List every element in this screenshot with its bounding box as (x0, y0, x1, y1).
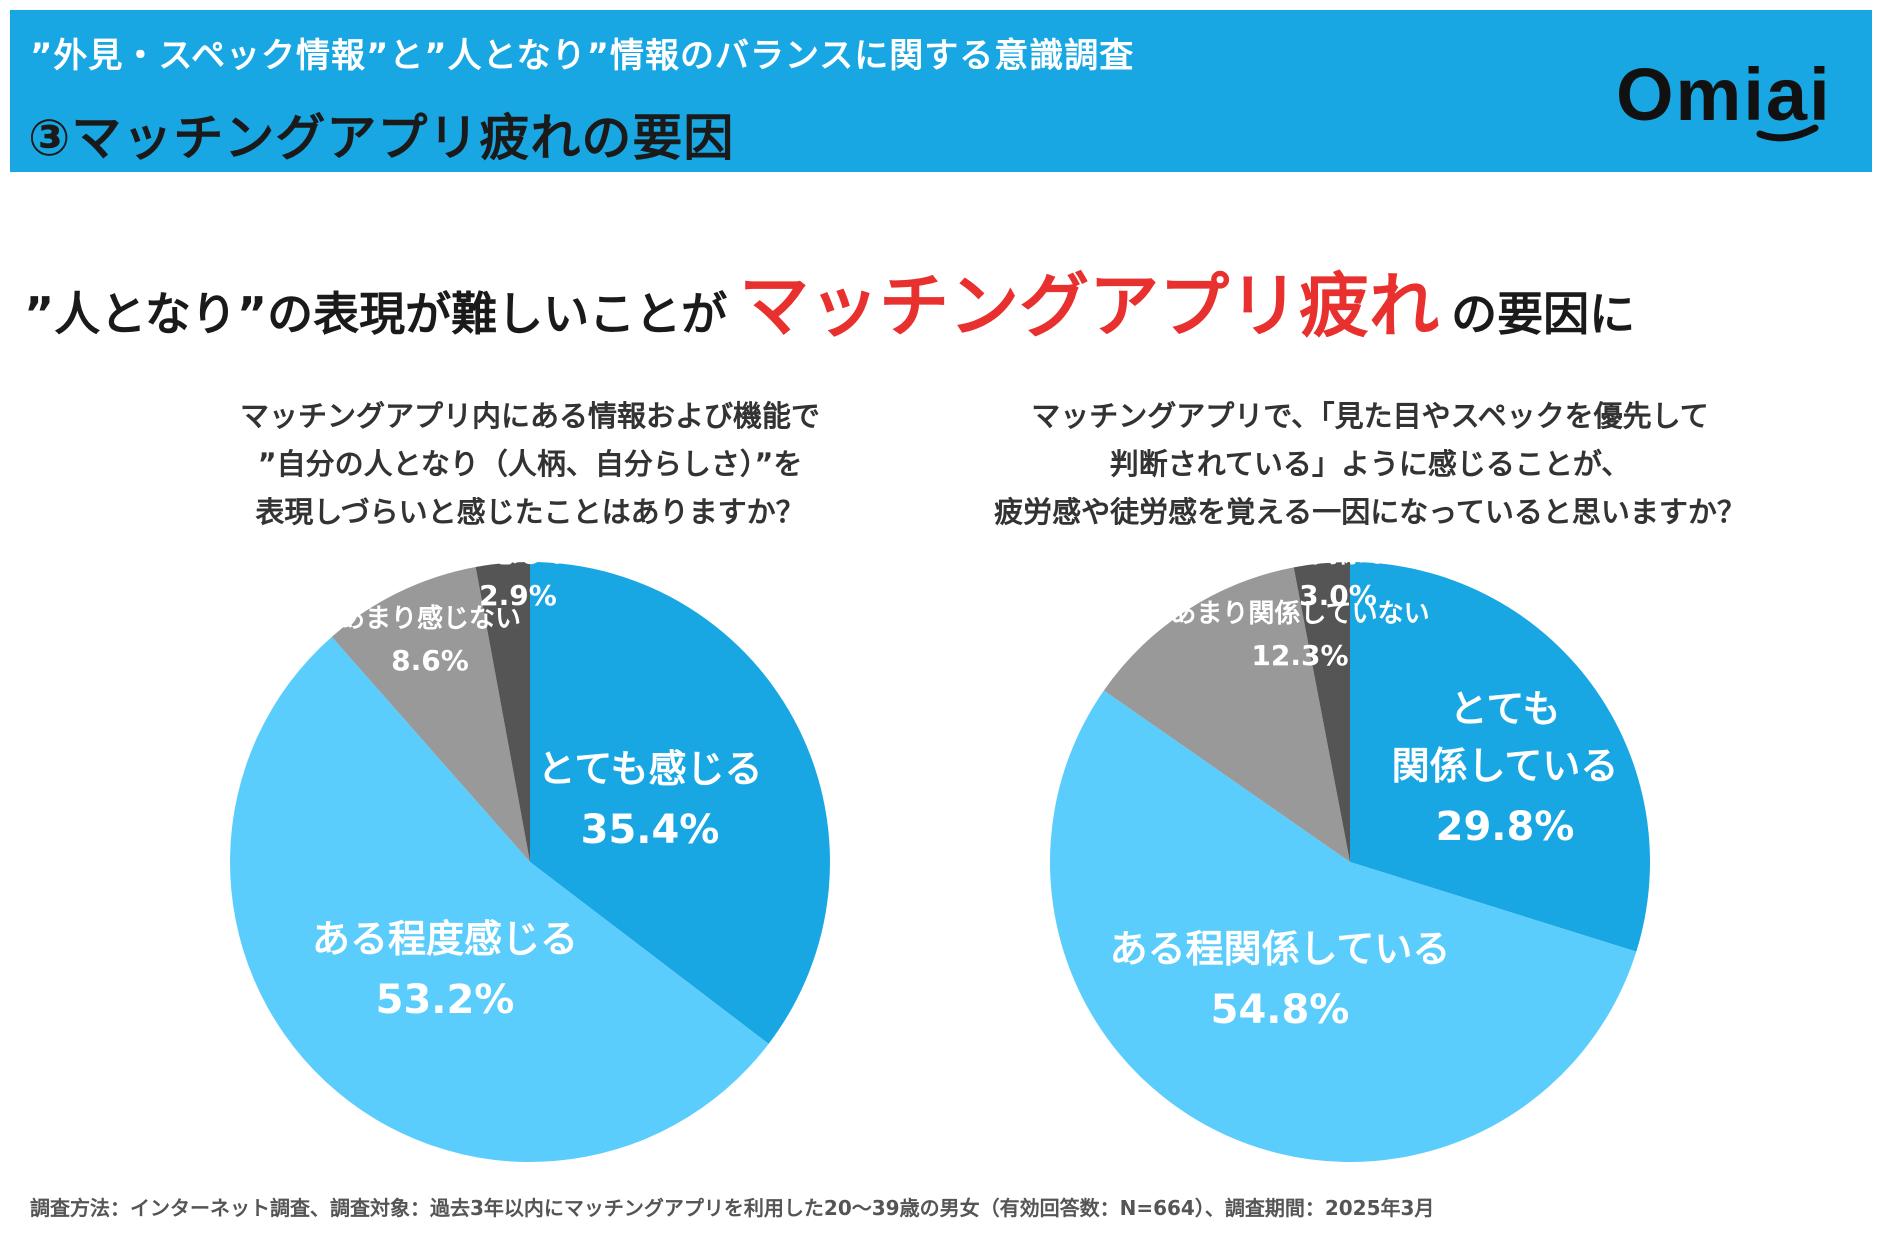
headline-part1: ”人となり”の表現が難しいことが (24, 287, 728, 341)
slice-category-label: あまり感じない (339, 604, 521, 634)
omiai-logo-text: Omiai (1616, 53, 1832, 136)
omiai-logo: Omiai (1616, 53, 1832, 142)
page-title: ③マッチングアプリ疲れの要因 (28, 109, 735, 167)
slice-value-label: 54.8% (1211, 987, 1350, 1033)
chart2-question: マッチングアプリで、「見た目やスペックを優先して 判断されている」ように感じるこ… (930, 392, 1810, 536)
pie-slice (1103, 567, 1350, 862)
slice-category-label: ある程度感じる (312, 917, 578, 961)
slice-category-label: 関係している (1392, 744, 1619, 788)
chart2-question-line: 疲労感や徒労感を覚える一因になっていると思いますか？ (994, 495, 1746, 529)
headline-emphasis: マッチングアプリ疲れ (739, 265, 1440, 347)
pie-slice (1350, 562, 1650, 952)
header-banner: ”外見・スペック情報”と”人となり”情報のバランスに関する意識調査 ③マッチング… (10, 10, 1872, 172)
slice-value-label: 12.3% (1251, 639, 1348, 672)
slice-category-label: とても感じる (538, 747, 763, 791)
chart2-question-line: 判断されている」ように感じることが、 (1109, 447, 1631, 481)
chart2-question-line: マッチングアプリで、「見た目やスペックを優先して (1031, 399, 1709, 433)
chart1-question-line: ”自分の人となり（人柄、自分らしさ）”を (257, 447, 803, 481)
slice-category-label: ある程関係している (1110, 927, 1451, 971)
slice-value-label: 3.0% (1299, 579, 1377, 612)
slice-value-label: 8.6% (391, 644, 469, 677)
pie-slice (1293, 562, 1350, 862)
pie-slice (530, 562, 831, 1044)
chart1-question-line: 表現しづらいと感じたことはありますか？ (255, 495, 805, 529)
pie-slice (229, 636, 769, 1162)
chart1-question: マッチングアプリ内にある情報および機能で ”自分の人となり（人柄、自分らしさ）”… (150, 392, 910, 536)
slice-value-label: 29.8% (1436, 804, 1575, 850)
pie-slice (331, 566, 530, 862)
survey-footnote: 調査方法：インターネット調査、調査対象：過去3年以内にマッチングアプリを利用した… (30, 1196, 1435, 1220)
slice-value-label: 53.2% (376, 977, 515, 1023)
slice-category-label: 全く関係ない (1259, 538, 1416, 569)
slice-value-label: 2.9% (479, 579, 557, 612)
headline: ”人となり”の表現が難しいことが マッチングアプリ疲れ の要因に (24, 250, 1864, 360)
pie-slice (1050, 690, 1637, 1162)
slice-category-label: とても (1450, 687, 1561, 731)
slice-category-label: 全く感じない (439, 538, 596, 569)
headline-part2: の要因に (1451, 287, 1636, 341)
slice-category-label: あまり関係していない (1170, 599, 1429, 629)
pie-slice (475, 562, 530, 862)
pie-chart-1: とても感じる 35.4% ある程度感じる 53.2% あまり感じない 8.6% 全く感じない… (229, 538, 831, 1162)
chart1-question-line: マッチングアプリ内にある情報および機能で (239, 399, 820, 433)
survey-subtitle: ”外見・スペック情報”と”人となり”情報のバランスに関する意識調査 (30, 36, 1135, 76)
slice-value-label: 35.4% (581, 807, 720, 853)
